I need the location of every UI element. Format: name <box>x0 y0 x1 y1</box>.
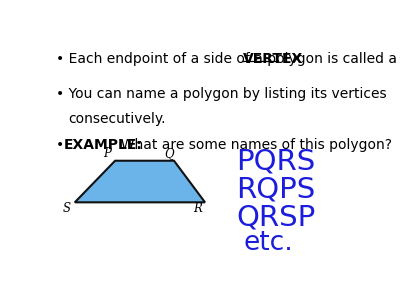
Text: consecutively.: consecutively. <box>69 112 166 126</box>
Text: etc.: etc. <box>244 230 294 256</box>
Text: P: P <box>104 147 111 160</box>
Text: EXAMPLE:: EXAMPLE: <box>64 138 143 152</box>
Polygon shape <box>75 161 205 202</box>
Text: VERTEX: VERTEX <box>243 52 303 66</box>
Text: S: S <box>63 202 71 214</box>
Text: R: R <box>193 202 202 214</box>
Text: RQPS: RQPS <box>236 176 315 204</box>
Text: QRSP: QRSP <box>236 203 315 231</box>
Text: .: . <box>274 52 280 66</box>
Text: • You can name a polygon by listing its vertices: • You can name a polygon by listing its … <box>56 87 387 101</box>
Text: PQRS: PQRS <box>236 148 315 176</box>
Text: What are some names of this polygon?: What are some names of this polygon? <box>112 138 392 152</box>
Text: Q: Q <box>164 147 174 160</box>
Text: •: • <box>56 138 64 152</box>
Text: • Each endpoint of a side of a polygon is called a: • Each endpoint of a side of a polygon i… <box>56 52 400 66</box>
